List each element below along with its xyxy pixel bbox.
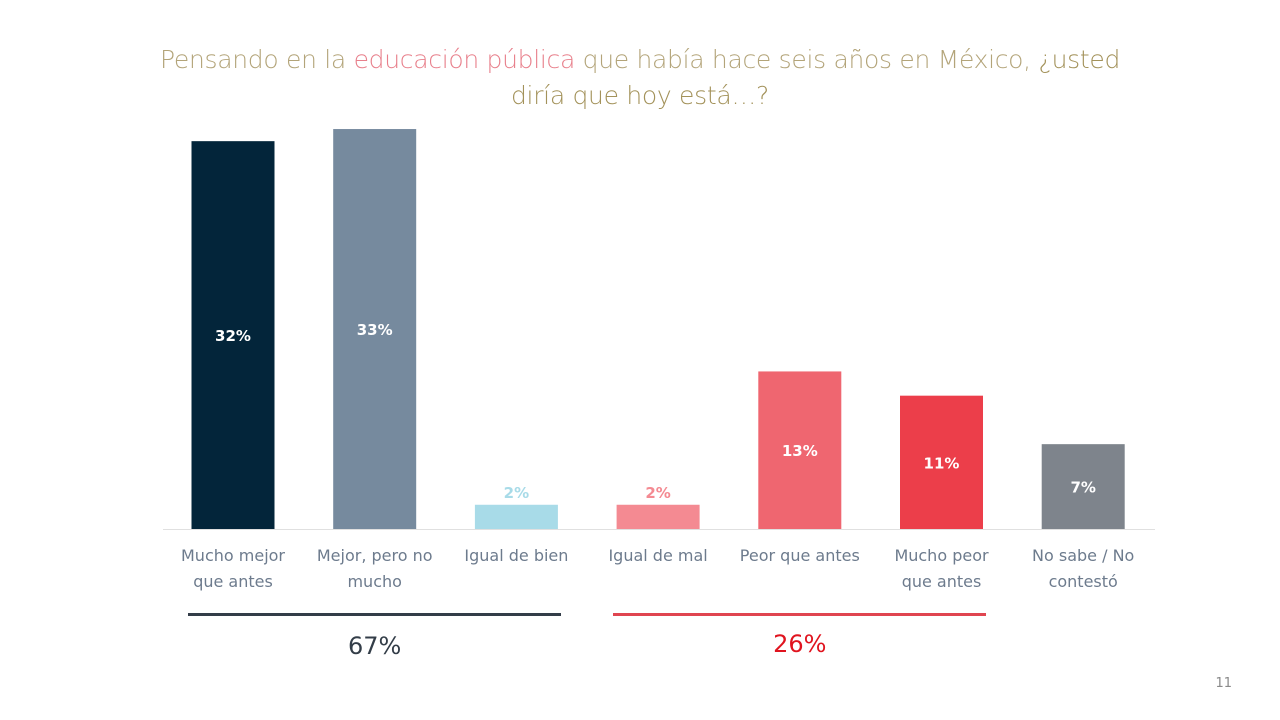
bar bbox=[616, 504, 700, 529]
bar bbox=[333, 129, 417, 530]
bar bbox=[900, 395, 983, 529]
bar bbox=[758, 371, 842, 529]
group-line-worse bbox=[613, 613, 987, 616]
data-label: 13% bbox=[782, 442, 818, 460]
category-label: Mucho mejor bbox=[181, 546, 285, 565]
category-label: que antes bbox=[902, 572, 982, 591]
category-label: Mejor, pero no bbox=[317, 546, 433, 565]
data-label: 2% bbox=[645, 484, 670, 502]
category-label: Mucho peor bbox=[894, 546, 989, 565]
group-value-better: 67% bbox=[348, 632, 402, 660]
title-question: ¿usted bbox=[1038, 45, 1121, 74]
title-text: Pensando en la bbox=[159, 45, 354, 74]
category-label: No sabe / No bbox=[1032, 546, 1134, 565]
title-highlight: educación pública bbox=[353, 45, 576, 74]
data-label: 2% bbox=[504, 484, 529, 502]
category-label: mucho bbox=[347, 572, 401, 591]
chart-title: Pensando en la educación pública que hab… bbox=[90, 42, 1190, 114]
group-line-better bbox=[188, 613, 562, 616]
category-label: Igual de bien bbox=[464, 546, 568, 565]
page-number: 11 bbox=[1215, 676, 1232, 691]
data-label: 32% bbox=[215, 327, 251, 345]
bar bbox=[191, 141, 275, 529]
category-label: Igual de mal bbox=[608, 546, 707, 565]
bar bbox=[1041, 444, 1125, 529]
data-label: 7% bbox=[1070, 479, 1095, 497]
group-value-worse: 26% bbox=[773, 630, 827, 658]
data-label: 33% bbox=[357, 321, 393, 339]
data-label: 11% bbox=[924, 454, 960, 472]
bar bbox=[474, 504, 558, 529]
category-label: contestó bbox=[1049, 572, 1118, 591]
title-text-2: que había hace seis años en México, bbox=[574, 45, 1039, 74]
title-question-2: diría que hoy está…? bbox=[510, 81, 770, 110]
category-label: que antes bbox=[193, 572, 273, 591]
category-label: Peor que antes bbox=[740, 546, 860, 565]
